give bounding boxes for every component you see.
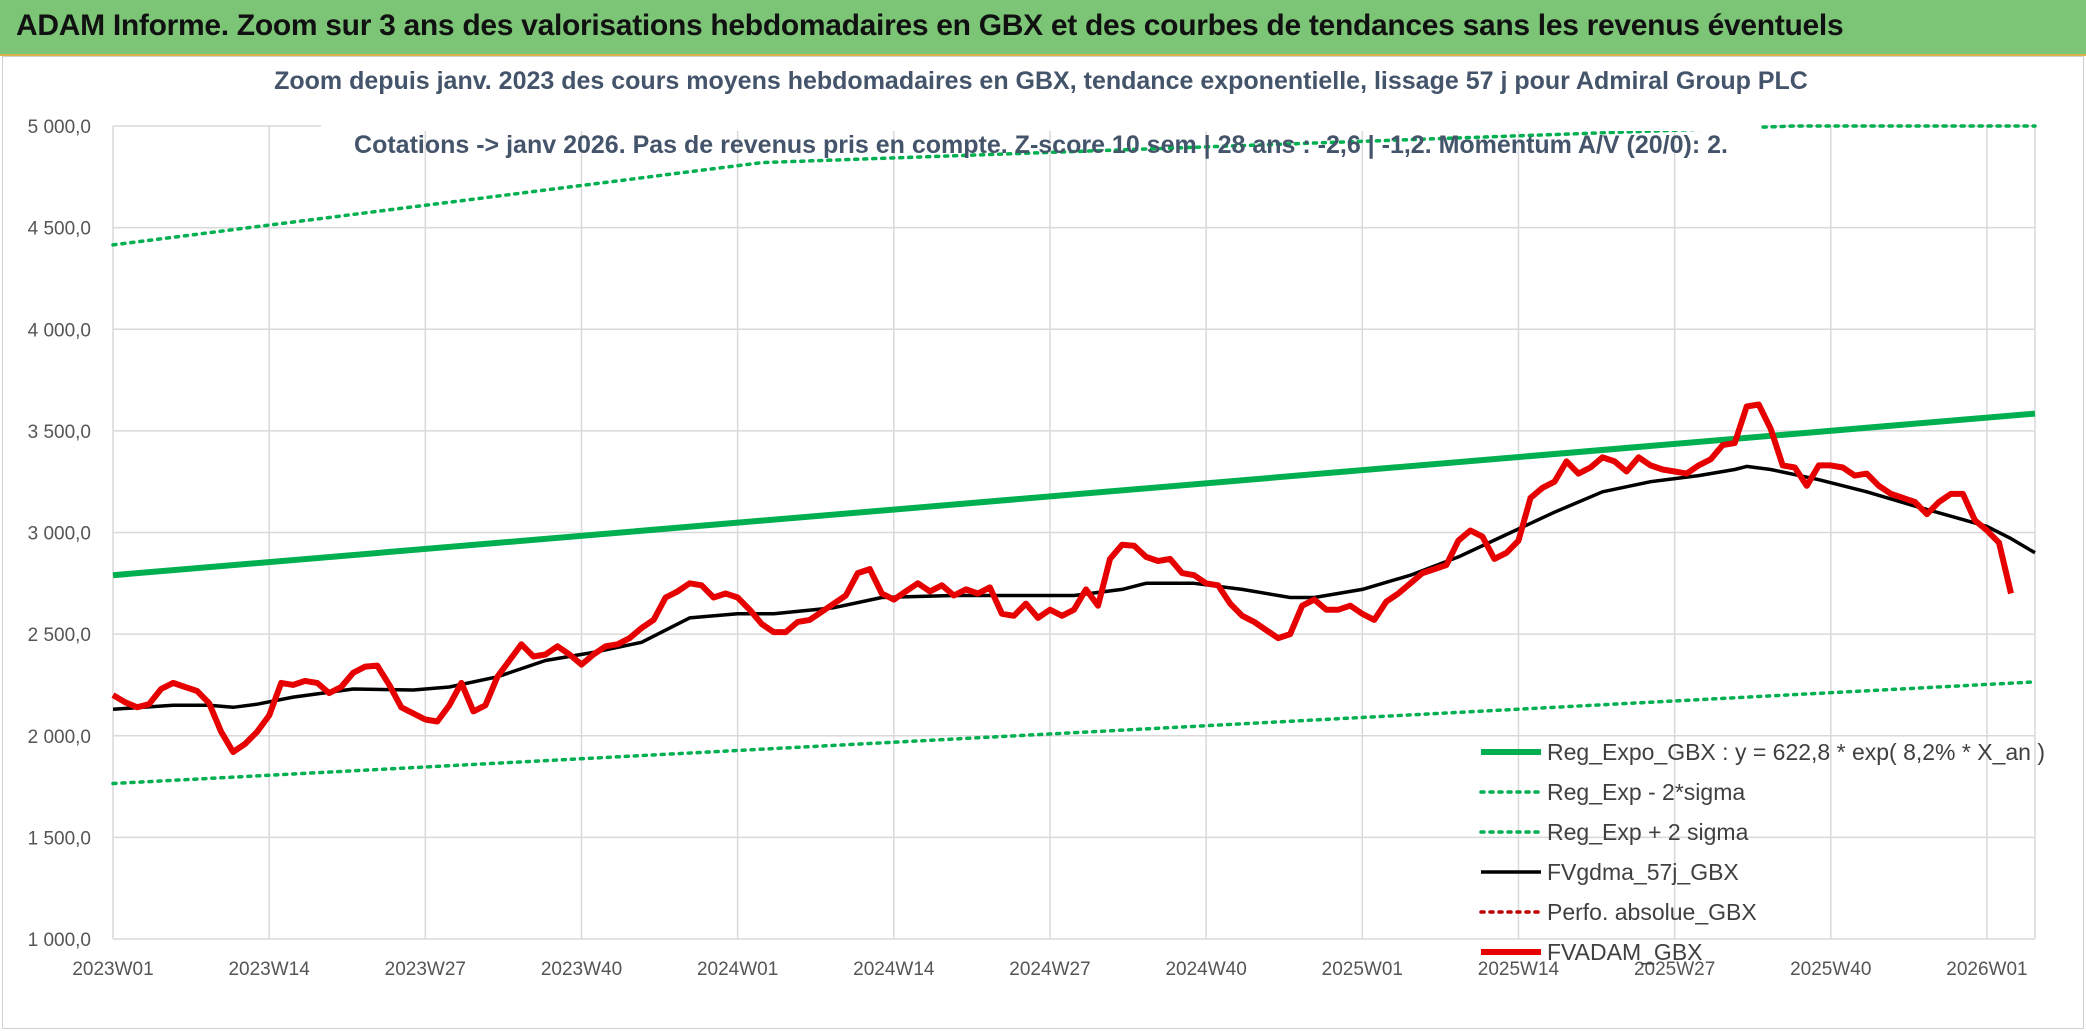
chart-title-block: Zoom depuis janv. 2023 des cours moyens … — [274, 59, 1808, 159]
line-chart: 1 000,0 1 500,0 2 000,0 2 500,0 3 000,0 3 500… — [28, 59, 2045, 980]
x-tick-label: 2024W40 — [1165, 959, 1246, 980]
y-tick-label: 2 000,0 — [28, 727, 91, 748]
chart-title: Zoom depuis janv. 2023 des cours moyens … — [274, 67, 1808, 95]
y-tick-label: 3 500,0 — [28, 422, 91, 443]
x-tick-label: 2023W40 — [541, 959, 622, 980]
report-title: ADAM Informe. Zoom sur 3 ans des valoris… — [16, 9, 1844, 42]
x-tick-label: 2025W27 — [1634, 959, 1715, 980]
x-tick-label: 2025W01 — [1322, 959, 1403, 980]
series-line-fvadam-gbx — [111, 401, 2014, 755]
legend-label: FVgdma_57j_GBX — [1547, 859, 1739, 885]
y-tick-label: 1 000,0 — [28, 930, 91, 951]
y-tick-label: 1 500,0 — [28, 828, 91, 849]
x-tick-label: 2023W27 — [385, 959, 466, 980]
title-background — [321, 59, 1761, 131]
y-tick-label: 4 000,0 — [28, 320, 91, 341]
y-tick-label: 5 000,0 — [28, 117, 91, 138]
x-tick-label: 2025W14 — [1478, 959, 1560, 980]
chart-subtitle: Cotations -> janv 2026. Pas de revenus p… — [354, 131, 1728, 159]
axis-layer: 1 000,0 1 500,0 2 000,0 2 500,0 3 000,0 3 500… — [28, 117, 2028, 980]
grid-layer — [112, 125, 2036, 940]
series-line-reg-exp-2-sigma — [111, 124, 2037, 247]
series-layer — [111, 124, 2037, 786]
x-tick-label: 2024W27 — [1009, 959, 1090, 980]
series-line-reg-expo-gbx-y-622-8-exp-8-2-x-an — [112, 410, 2036, 579]
x-tick-label: 2024W14 — [853, 959, 935, 980]
series-line-fvgdma-57j-gbx — [112, 464, 2036, 712]
x-tick-label: 2026W01 — [1946, 959, 2027, 980]
legend-label: Reg_Exp - 2*sigma — [1547, 779, 1745, 805]
legend-label: Reg_Exp + 2 sigma — [1547, 819, 1749, 845]
y-tick-label: 4 500,0 — [28, 219, 91, 240]
series-line-reg-exp-2-sigma — [111, 680, 2037, 786]
legend-label: Reg_Expo_GBX : y = 622,8 * exp( 8,2% * X… — [1547, 739, 2045, 765]
x-tick-label: 2023W01 — [72, 959, 153, 980]
x-tick-label: 2024W01 — [697, 959, 778, 980]
legend-label: FVADAM_GBX — [1547, 939, 1703, 965]
x-tick-label: 2025W40 — [1790, 959, 1871, 980]
legend-label: Perfo. absolue_GBX — [1547, 899, 1757, 925]
y-tick-label: 3 000,0 — [28, 524, 91, 545]
chart-legend: Reg_Expo_GBX : y = 622,8 * exp( 8,2% * X… — [1479, 739, 2045, 965]
report-banner: ADAM Informe. Zoom sur 3 ans des valoris… — [0, 0, 2086, 56]
y-tick-label: 2 500,0 — [28, 625, 91, 646]
chart-frame: 1 000,0 1 500,0 2 000,0 2 500,0 3 000,0 3 500… — [2, 56, 2084, 1029]
x-tick-label: 2023W14 — [228, 959, 310, 980]
